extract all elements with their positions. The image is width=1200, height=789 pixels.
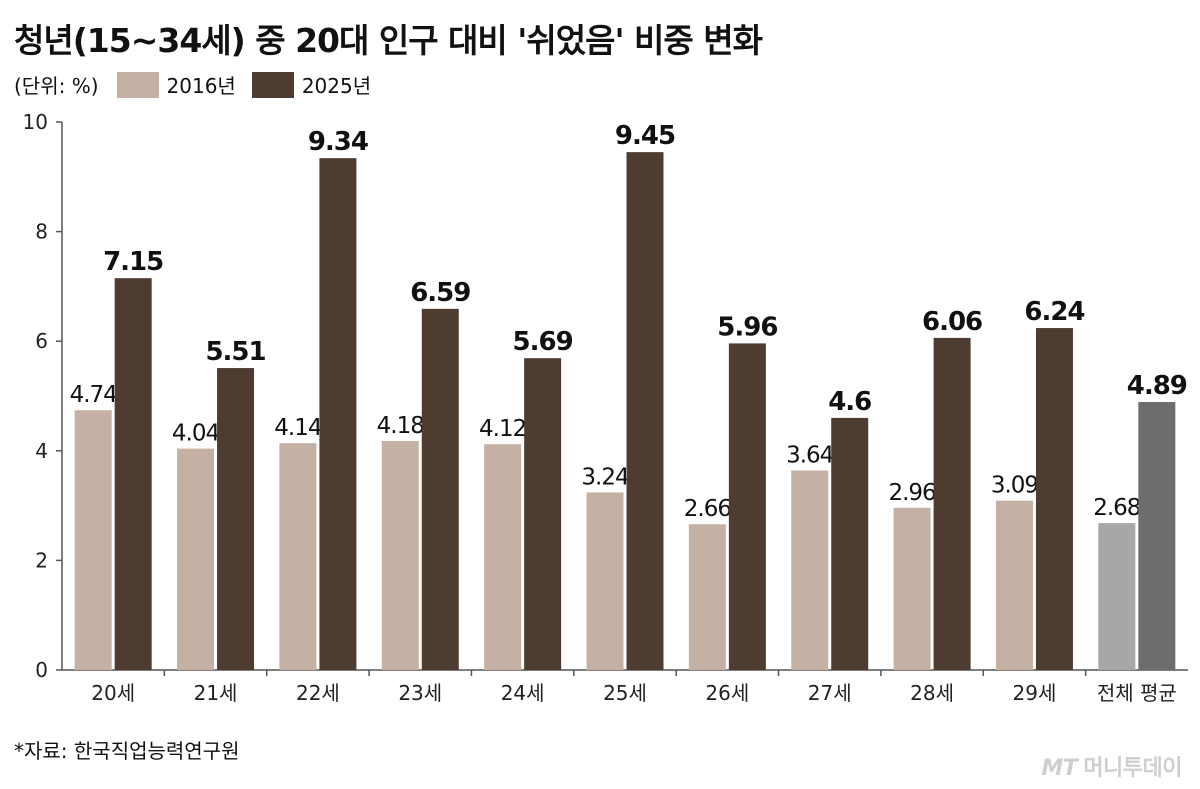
legend-label-2016: 2016년 [166,74,236,98]
bar-2025 [1138,402,1176,670]
legend-swatch-2025 [251,71,294,98]
y-tick-label: 6 [35,329,48,353]
bar-2025 [933,337,971,670]
legend: (단위: %) 2016년 2025년 [14,70,387,99]
brand-mark: MT [1041,756,1078,781]
x-tick-label: 20세 [91,681,135,705]
y-tick-label: 2 [35,548,48,572]
bar-2025 [524,358,562,670]
data-label-2016: 3.09 [991,473,1039,499]
x-tick-label: 28세 [910,681,954,705]
bar-2016 [586,492,624,670]
data-label-2016: 3.64 [786,443,834,469]
bar-2016 [995,500,1033,670]
source-note: *자료: 한국직업능력연구원 [14,739,240,763]
data-label-2016: 4.04 [172,421,220,447]
legend-swatch-2016 [116,71,159,98]
bar-2016 [791,470,829,670]
y-tick-label: 0 [35,658,48,682]
bar-2025 [1035,328,1073,670]
bar-2025 [626,152,664,670]
legend-item-2016: 2016년 [116,70,236,99]
data-label-2025: 6.24 [1024,297,1084,327]
data-label-2016: 2.68 [1093,495,1141,521]
bar-2016 [484,444,522,670]
bar-2016 [74,410,112,670]
data-label-2025: 7.15 [103,247,163,277]
data-label-2025: 4.6 [828,387,871,417]
legend-item-2025: 2025년 [251,70,372,99]
data-label-2016: 2.66 [684,496,732,522]
x-tick-label: 23세 [398,681,442,705]
bar-2025 [831,417,869,670]
data-label-2025: 9.45 [615,121,675,151]
bar-2025 [421,308,459,670]
data-label-2025: 9.34 [308,127,368,157]
x-tick-label: 21세 [194,681,238,705]
chart-title: 청년(15~34세) 중 20대 인구 대비 '쉬었음' 비중 변화 [14,21,763,60]
x-tick-label: 전체 평균 [1097,681,1177,705]
x-tick-label: 25세 [603,681,647,705]
data-label-2025: 5.96 [717,312,777,342]
data-label-2016: 4.74 [70,382,118,408]
data-label-2016: 2.96 [888,480,936,506]
data-label-2025: 6.59 [410,278,470,308]
data-label-2016: 4.14 [274,415,322,441]
data-label-2025: 5.69 [513,327,573,357]
x-tick-label: 27세 [808,681,852,705]
x-tick-label: 29세 [1013,681,1057,705]
unit-label: (단위: %) [14,74,99,98]
brand-logo: MT 머니투데이 [1041,750,1182,782]
bar-2025 [319,158,357,670]
bar-2016 [177,448,215,670]
data-label-2025: 4.89 [1127,371,1187,401]
y-tick-label: 4 [35,439,48,463]
bar-2025 [217,368,255,670]
legend-label-2025: 2025년 [301,74,372,98]
data-label-2016: 4.18 [377,413,425,439]
bar-2016 [893,507,931,670]
y-tick-label: 10 [23,110,48,134]
data-label-2025: 5.51 [205,337,265,367]
bar-2016 [381,440,419,670]
x-tick-label: 22세 [296,681,340,705]
bar-2016 [1098,523,1136,670]
bar-2016 [688,524,726,670]
x-tick-label: 26세 [705,681,749,705]
data-label-2016: 4.12 [479,416,526,442]
bar-2025 [114,278,152,670]
bar-2016 [279,443,317,670]
data-label-2025: 6.06 [922,307,982,337]
bar-2025 [728,343,766,670]
brand-name: 머니투데이 [1083,756,1182,781]
data-label-2016: 3.24 [581,464,629,490]
y-tick-label: 8 [35,220,48,244]
x-tick-label: 24세 [501,681,545,705]
